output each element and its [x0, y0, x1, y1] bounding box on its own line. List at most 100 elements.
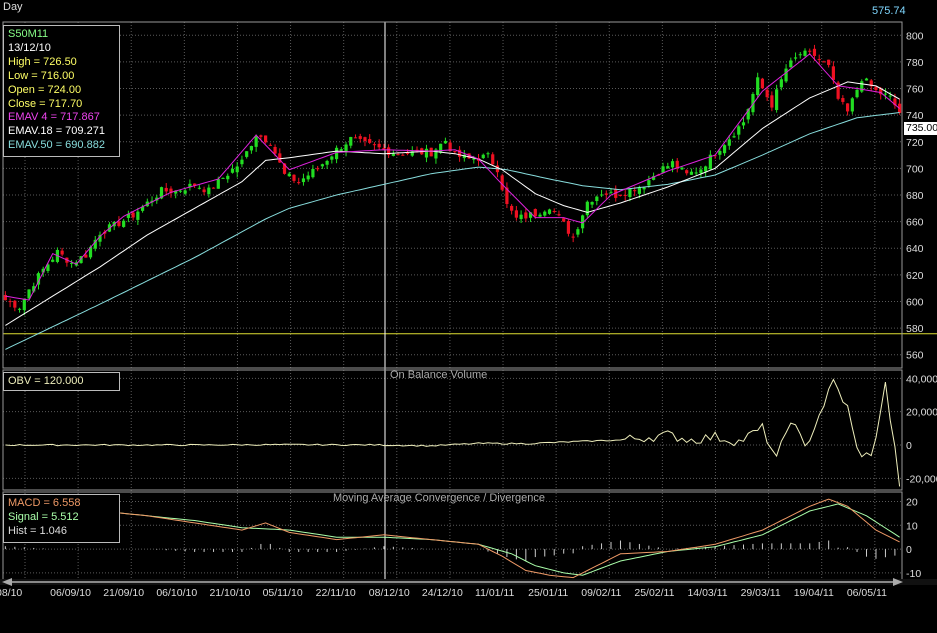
candle-body [453, 151, 457, 153]
ema-series [5, 53, 900, 350]
candle-body [831, 66, 835, 80]
candle-body [46, 264, 50, 271]
info-emav18: EMAV.18 = 709.271 [8, 125, 105, 138]
candle-body [472, 158, 476, 160]
candle-body [760, 78, 765, 89]
info-high: High = 726.50 [8, 55, 77, 68]
candle-body [211, 187, 216, 189]
candle-body [259, 135, 263, 137]
candle-body [363, 137, 367, 142]
candle-body [387, 147, 391, 155]
price-tick-label: 640 [906, 243, 924, 255]
price-info-box: S50M11 13/12/10 High = 726.50 Low = 716.… [3, 25, 120, 157]
price-tick-label: 700 [906, 163, 924, 175]
candle-body [666, 166, 670, 169]
candle-body [836, 82, 840, 99]
candle-body [689, 171, 694, 175]
candle-body [604, 193, 608, 195]
candle-body [230, 168, 235, 173]
candle-body [609, 191, 613, 193]
candle-body [552, 210, 556, 212]
candle-body [566, 220, 571, 234]
candle-body [178, 190, 183, 192]
candle-body [661, 166, 665, 173]
candle-body [850, 98, 854, 112]
candle-body [680, 167, 684, 170]
obv-pane-title: On Balance Volume [390, 369, 488, 381]
scroll-left-arrow-icon[interactable] [2, 578, 12, 586]
candle-body [41, 268, 45, 273]
scroll-right-arrow-icon[interactable] [893, 578, 903, 586]
candle-body [377, 143, 381, 148]
candle-body [845, 103, 850, 112]
candle-body [249, 146, 254, 151]
candle-body [590, 202, 594, 205]
candle-body [273, 146, 277, 154]
info-signal: Signal = 5.512 [8, 510, 79, 523]
candle-body [491, 154, 495, 165]
status-area [0, 600, 937, 633]
candle-body [311, 169, 315, 178]
candle-body [183, 190, 187, 194]
candle-body [510, 205, 514, 211]
candle-body [344, 144, 348, 153]
price-tick-label: 580 [906, 323, 924, 335]
candle-body [245, 151, 249, 157]
date-tick-label: 08/12/10 [369, 587, 410, 599]
candle-body [808, 50, 812, 52]
info-open: Open = 724.00 [8, 83, 82, 96]
candle-body [136, 211, 140, 220]
candle-body [240, 159, 244, 165]
candle-body [22, 298, 26, 311]
candle-body [770, 95, 774, 108]
candle-body [642, 187, 646, 190]
candle-body [879, 88, 883, 95]
grid-lines [3, 22, 902, 580]
candle-body [193, 183, 197, 186]
date-tick-label: 14/03/11 [687, 587, 727, 599]
period-label: Day [3, 1, 23, 13]
candle-body [756, 77, 760, 96]
price-tick-label: 740 [906, 110, 924, 122]
candle-body [226, 175, 230, 180]
candle-body [713, 155, 717, 157]
obv-tick-label: 0 [906, 440, 912, 452]
info-emav50: EMAV.50 = 690.882 [8, 139, 105, 152]
date-tick-label: 29/03/11 [741, 587, 781, 599]
x-axis-labels: 08/10 06/09/10 21/09/10 06/10/10 21/10/10 05/… [0, 587, 887, 599]
emav50-line [5, 112, 900, 350]
emav4-line [5, 53, 900, 301]
candle-body [533, 209, 537, 217]
candle-body [614, 189, 618, 198]
candle-body [789, 60, 793, 68]
info-hist: Hist = 1.046 [8, 524, 68, 537]
price-tick-label: 560 [906, 350, 924, 362]
candle-body [599, 194, 604, 196]
candle-body [817, 59, 821, 61]
info-low: Low = 716.00 [8, 69, 75, 82]
candle-body [576, 229, 580, 235]
candle-body [500, 175, 504, 190]
candle-body [883, 93, 888, 95]
candle-body [424, 148, 429, 158]
candle-body [585, 201, 589, 216]
obv-line [5, 378, 901, 487]
candle-body [547, 209, 552, 214]
candle-body [27, 289, 31, 299]
price-tick-label: 800 [906, 30, 924, 42]
scrollbar[interactable] [0, 578, 937, 633]
price-tick-label: 760 [906, 84, 924, 96]
date-tick-label: 21/09/10 [103, 587, 144, 599]
macd-tick-label: 10 [906, 520, 918, 532]
date-tick-label: 22/11/10 [316, 587, 356, 599]
price-tick-label: 680 [906, 190, 924, 202]
info-date: 13/12/10 [8, 41, 51, 54]
candle-body [164, 187, 168, 192]
candle-body [84, 254, 88, 258]
candle-body [562, 218, 566, 222]
candle-body [60, 250, 64, 255]
candle-body [235, 166, 239, 173]
candle-body [32, 286, 36, 292]
candle-body [538, 214, 542, 217]
